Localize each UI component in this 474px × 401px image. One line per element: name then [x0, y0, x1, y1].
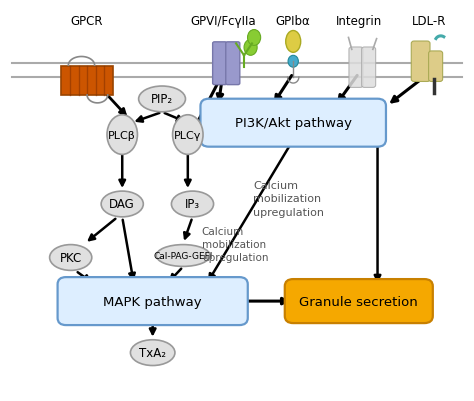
- Ellipse shape: [138, 87, 185, 113]
- Ellipse shape: [172, 192, 214, 217]
- Text: GPCR: GPCR: [71, 14, 103, 28]
- FancyBboxPatch shape: [213, 43, 227, 85]
- Ellipse shape: [286, 31, 301, 53]
- FancyBboxPatch shape: [411, 42, 430, 82]
- FancyBboxPatch shape: [349, 48, 363, 88]
- Text: PLCγ: PLCγ: [174, 130, 201, 140]
- Ellipse shape: [50, 245, 92, 271]
- Ellipse shape: [156, 245, 210, 267]
- Text: Calcium
mobilization
upregulation: Calcium mobilization upregulation: [254, 181, 324, 217]
- FancyBboxPatch shape: [428, 52, 443, 82]
- Text: Calcium
mobilization
upregulation: Calcium mobilization upregulation: [202, 226, 268, 263]
- Text: LDL-R: LDL-R: [412, 14, 446, 28]
- Text: GPIbα: GPIbα: [276, 14, 310, 28]
- Text: PIP₂: PIP₂: [151, 93, 173, 106]
- FancyBboxPatch shape: [201, 99, 386, 147]
- Text: GPVI/FcγIIa: GPVI/FcγIIa: [190, 14, 256, 28]
- FancyBboxPatch shape: [57, 277, 248, 325]
- Text: MAPK pathway: MAPK pathway: [103, 295, 202, 308]
- Text: PLCβ: PLCβ: [109, 130, 136, 140]
- Text: IP₃: IP₃: [185, 198, 200, 211]
- FancyBboxPatch shape: [285, 279, 433, 323]
- Ellipse shape: [247, 30, 261, 46]
- Text: PKC: PKC: [60, 251, 82, 264]
- Text: DAG: DAG: [109, 198, 135, 211]
- Ellipse shape: [101, 192, 143, 217]
- Ellipse shape: [107, 115, 137, 155]
- Text: Integrin: Integrin: [336, 14, 382, 28]
- Ellipse shape: [130, 340, 175, 366]
- Text: Granule secretion: Granule secretion: [300, 295, 418, 308]
- Ellipse shape: [244, 41, 257, 56]
- Ellipse shape: [173, 115, 203, 155]
- Text: TxA₂: TxA₂: [139, 346, 166, 359]
- Ellipse shape: [288, 56, 298, 68]
- FancyBboxPatch shape: [226, 43, 240, 85]
- FancyBboxPatch shape: [362, 48, 376, 88]
- FancyBboxPatch shape: [61, 67, 113, 96]
- Text: Cal-PAG-GEFl: Cal-PAG-GEFl: [154, 251, 213, 260]
- Text: PI3K/Akt pathway: PI3K/Akt pathway: [235, 117, 352, 130]
